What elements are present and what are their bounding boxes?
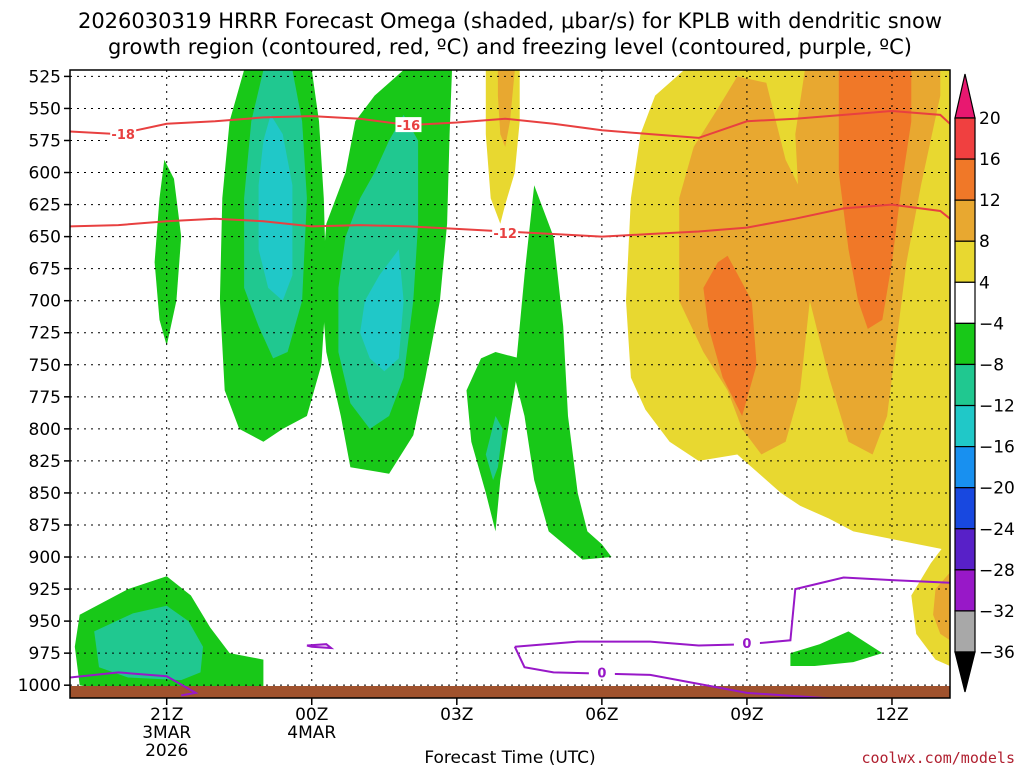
y-tick-label: 925 <box>29 580 61 600</box>
omega-neg4-left-small <box>154 159 182 346</box>
omega-colorbar: 20 16 12 8 4 −4 −8 −12 −16 −20 −24 −28 −32 −36 <box>954 73 1015 693</box>
colorbar-segment-4 <box>954 281 976 324</box>
colorbar-label: 20 <box>979 109 1001 129</box>
colorbar-segment-9 <box>954 487 976 530</box>
colorbar-label: −20 <box>979 479 1015 499</box>
omega-neg12-column-a <box>258 114 293 301</box>
y-tick-label: 700 <box>29 292 61 312</box>
omega-neg8-lower-blob <box>485 416 503 481</box>
colorbar-segment-0 <box>954 117 976 160</box>
colorbar-label: −28 <box>979 561 1015 581</box>
colorbar-segment-6 <box>954 363 976 407</box>
colorbar-top-arrow <box>954 73 976 119</box>
freezing-level-segment-3 <box>513 646 840 698</box>
colorbar-label: 8 <box>979 232 990 252</box>
temperature-contours: -18 -16 -12 0 0 <box>70 109 950 698</box>
colorbar-label: −4 <box>979 314 1004 334</box>
colorbar-segment-12 <box>954 610 976 653</box>
chart-title-line1: 2026030319 HRRR Forecast Omega (shaded, … <box>78 9 942 33</box>
y-tick-label: 1000 <box>18 676 61 696</box>
contour-label-minus18: -18 <box>111 128 135 143</box>
colorbar-label: 4 <box>979 273 990 293</box>
colorbar-segment-3 <box>954 240 976 283</box>
colorbar-label: 16 <box>979 150 1001 170</box>
freezing-label-b: 0 <box>597 666 606 681</box>
y-tick-label: 550 <box>29 99 61 119</box>
colorbar-segment-10 <box>954 528 976 571</box>
colorbar-label: −36 <box>979 643 1015 663</box>
freezing-level-segment-1 <box>306 643 335 650</box>
x-tick-label: 00Z <box>295 705 328 725</box>
ground-surface <box>70 686 950 698</box>
y-tick-label: 800 <box>29 420 61 440</box>
omega-neg4-streak <box>514 185 612 560</box>
dgz-contour-minus12 <box>70 203 950 238</box>
dgz-contour-minus18 <box>70 109 950 139</box>
y-tick-label: 850 <box>29 484 61 504</box>
x-tick-label: 06Z <box>585 705 618 725</box>
omega-neg12-column-b <box>360 249 404 372</box>
freezing-level-segment-0 <box>70 671 199 697</box>
y-tick-label: 625 <box>29 196 61 216</box>
colorbar-label: −24 <box>979 520 1015 540</box>
y-tick-label: 975 <box>29 644 61 664</box>
colorbar-segment-11 <box>954 569 976 612</box>
freezing-level-segment-2 <box>514 576 950 648</box>
y-tick-label: 525 <box>29 67 61 87</box>
pressure-axis: 525 550 575 600 625 650 675 700 725 750 775 800 825 8… <box>18 67 70 696</box>
x-tick-label: 12Z <box>875 705 908 725</box>
colorbar-segment-8 <box>954 446 976 489</box>
x-tick-label: 03Z <box>440 705 473 725</box>
colorbar-segment-2 <box>954 199 976 242</box>
y-tick-label: 650 <box>29 228 61 248</box>
y-tick-label: 750 <box>29 356 61 376</box>
y-tick-label: 575 <box>29 131 61 151</box>
omega-pos4-blob <box>911 537 950 666</box>
y-tick-label: 950 <box>29 612 61 632</box>
credit-text: coolwx.com/models <box>861 749 1015 767</box>
contour-label-minus16-bg <box>395 117 422 133</box>
y-tick-label: 775 <box>29 388 61 408</box>
colorbar-segment-5 <box>954 322 976 366</box>
y-tick-label: 825 <box>29 452 61 472</box>
colorbar-bottom-arrow <box>954 651 976 693</box>
colorbar-segment-7 <box>954 404 976 448</box>
y-tick-label: 600 <box>29 164 61 184</box>
x-tick-date: 3MAR <box>142 723 191 743</box>
contour-label-minus18-bg <box>110 126 137 142</box>
y-tick-label: 675 <box>29 260 61 280</box>
chart-title-line2: growth region (contoured, red, ºC) and f… <box>108 35 912 59</box>
y-tick-label: 875 <box>29 516 61 536</box>
contour-label-minus12: -12 <box>493 227 517 242</box>
colorbar-label: 12 <box>979 191 1001 211</box>
omega-pos12-east <box>838 70 912 329</box>
contour-label-minus12-bg <box>492 224 519 240</box>
contour-label-minus16: -16 <box>397 119 421 134</box>
colorbar-label: −8 <box>979 355 1004 375</box>
omega-neg4-sfc-right <box>790 631 883 666</box>
plot-frame <box>69 69 951 699</box>
x-tick-date: 4MAR <box>287 723 336 743</box>
colorbar-label: −16 <box>979 438 1015 458</box>
x-tick-year: 2026 <box>145 741 188 761</box>
freezing-label-b-bg <box>588 664 615 680</box>
x-axis-label: Forecast Time (UTC) <box>424 748 595 768</box>
freezing-label-a: 0 <box>742 637 751 652</box>
x-tick-label: 21Z <box>150 705 183 725</box>
omega-pos12-west <box>703 255 757 416</box>
omega-pos8-west <box>679 76 810 455</box>
colorbar-segment-1 <box>954 158 976 201</box>
omega-neg8-sfc-left <box>94 605 203 681</box>
y-tick-label: 900 <box>29 548 61 568</box>
y-tick-label: 725 <box>29 324 61 344</box>
colorbar-label: −32 <box>979 602 1015 622</box>
x-tick-label: 09Z <box>730 705 763 725</box>
omega-pos8-column <box>497 70 515 147</box>
colorbar-label: −12 <box>979 397 1015 417</box>
freezing-label-a-bg <box>733 634 760 650</box>
